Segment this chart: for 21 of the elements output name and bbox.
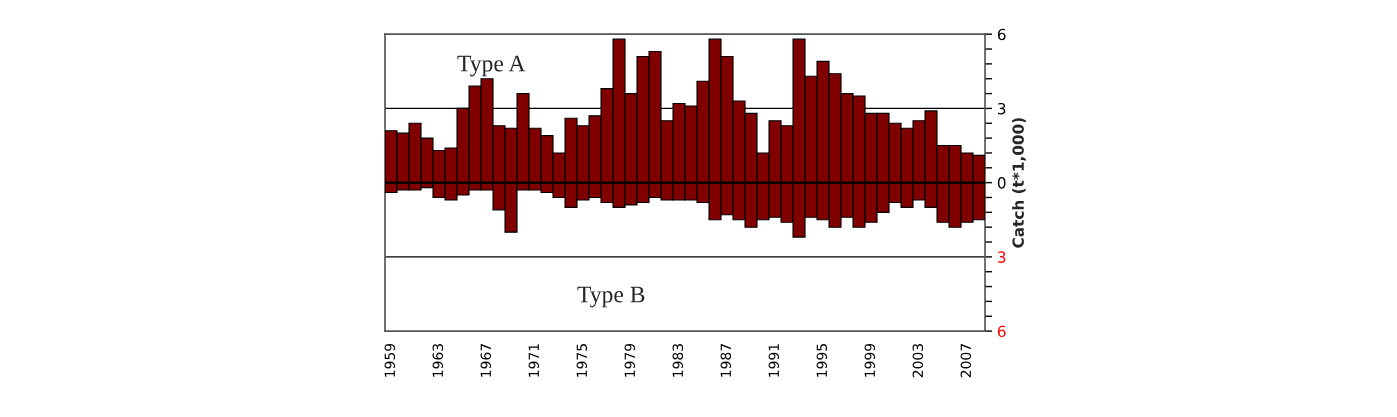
x-tick-label: 1975 [576, 344, 588, 377]
y-tick-label: 3 [998, 251, 1006, 263]
x-tick-label: 1967 [480, 344, 492, 377]
x-tick-label: 1971 [528, 344, 540, 377]
x-tick-label: 1963 [432, 344, 444, 377]
x-tick-label: 1995 [816, 344, 828, 377]
y-tick-label: 6 [997, 28, 1006, 41]
x-tick-label: 1983 [672, 344, 684, 377]
y-tick-label: 6 [997, 325, 1006, 338]
y-tick-label: 0 [997, 177, 1006, 189]
x-tick-label: 2003 [912, 344, 924, 378]
y-tick-label: 3 [998, 102, 1006, 115]
x-tick-label: 1991 [768, 344, 780, 377]
x-tick-label: 1979 [624, 343, 636, 377]
x-tick-label: 1987 [720, 344, 732, 377]
x-tick-label: 1999 [864, 343, 876, 377]
x-tick-label: 2007 [960, 344, 972, 378]
x-tick-label: 1959 [384, 343, 396, 377]
y-axis-title: Catch (t*1,000) [1012, 118, 1026, 248]
annotation: Type A [457, 55, 526, 77]
annotation: Type B [577, 286, 645, 308]
